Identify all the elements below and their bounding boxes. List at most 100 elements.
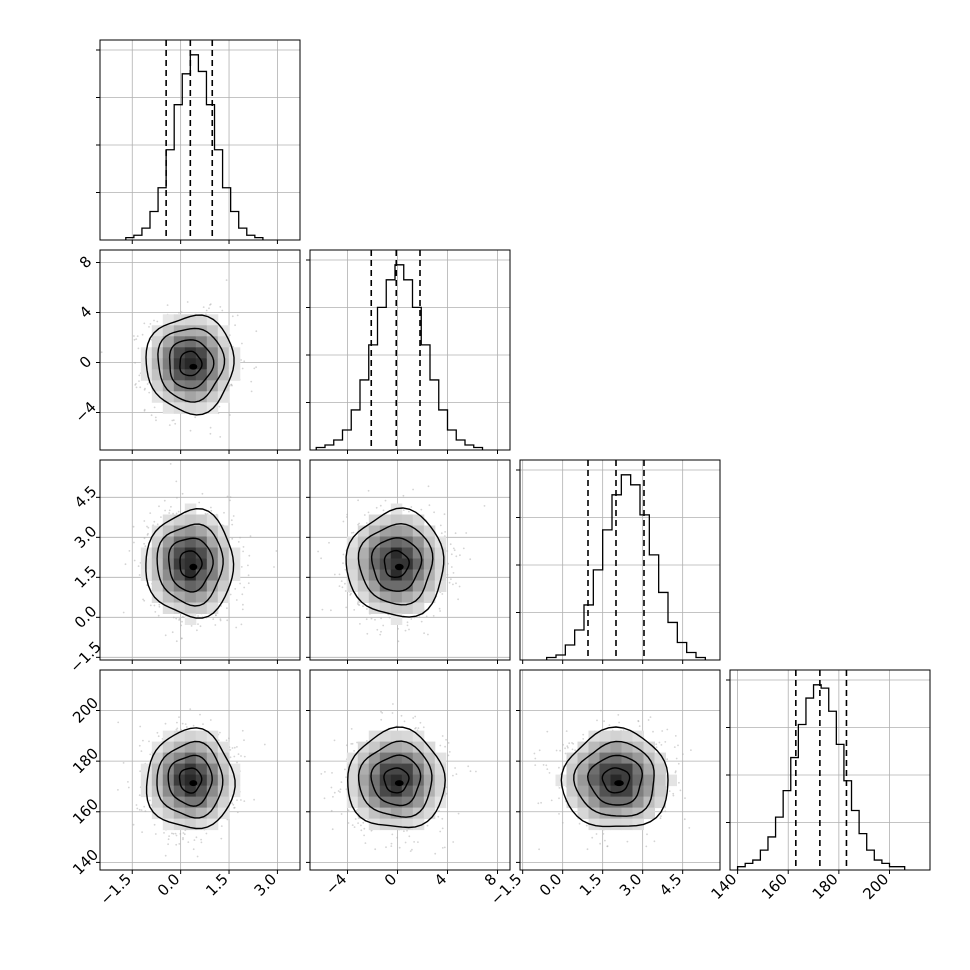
scatter-point <box>400 714 403 717</box>
density-cell <box>184 347 197 359</box>
density-cell <box>412 785 425 798</box>
scatter-point <box>225 279 228 281</box>
scatter-point <box>141 831 144 833</box>
density-cell <box>423 536 436 548</box>
scatter-point <box>240 359 243 361</box>
scatter-point <box>367 818 370 821</box>
density-cell <box>151 796 164 809</box>
density-cell <box>401 514 414 526</box>
scatter-point <box>176 721 178 724</box>
density-cell <box>423 774 436 787</box>
scatter-point <box>412 717 415 719</box>
scatter-point <box>168 835 171 837</box>
density-cell <box>151 741 164 754</box>
density-cell <box>368 602 381 614</box>
scatter-point <box>379 504 382 507</box>
scatter-point <box>330 609 332 612</box>
scatter-point <box>219 618 222 621</box>
scatter-point <box>406 829 408 832</box>
contour-line <box>345 507 445 618</box>
scatter-point <box>153 823 156 826</box>
density-cell <box>412 796 425 809</box>
scatter-point <box>450 553 453 556</box>
scatter-point <box>192 848 195 851</box>
density-cell <box>412 514 425 526</box>
scatter-point <box>146 383 149 385</box>
density-cell <box>140 763 153 776</box>
scatter-point <box>333 739 336 742</box>
density-cell <box>379 514 392 526</box>
contour-line <box>370 754 422 807</box>
density-cell <box>368 741 381 754</box>
density-cell <box>390 774 403 787</box>
scatter-point <box>410 618 413 620</box>
scatter-point <box>250 380 253 383</box>
scatter-point <box>138 744 141 747</box>
scatter-point <box>439 610 441 612</box>
scatter-point <box>439 744 442 747</box>
scatter-point <box>351 742 354 745</box>
scatter-point <box>156 320 159 323</box>
density-cell <box>401 785 414 798</box>
density-cell <box>434 752 447 765</box>
scatter-point <box>223 511 225 514</box>
density-cell <box>173 602 186 614</box>
scatter-point <box>153 406 156 409</box>
density-cell <box>173 547 186 559</box>
scatter-point <box>331 772 333 774</box>
scatter-point <box>128 550 131 552</box>
density-cell <box>184 325 197 337</box>
scatter-point <box>171 419 174 422</box>
scatter-point <box>357 822 359 824</box>
scatter-point <box>235 599 238 601</box>
scatter-point <box>182 832 185 834</box>
scatter-point <box>339 791 341 793</box>
scatter-point <box>247 574 250 577</box>
scatter-point <box>417 841 419 843</box>
scatter-point <box>418 616 421 619</box>
density-cell <box>184 580 197 592</box>
scatter-point <box>469 558 472 561</box>
scatter-point <box>232 345 234 348</box>
density-cell <box>390 796 403 809</box>
density-cell <box>379 602 392 614</box>
density-cell <box>195 525 208 537</box>
scatter-point <box>225 739 228 742</box>
scatter-point <box>175 480 178 483</box>
density-cell <box>423 591 436 603</box>
scatter-point <box>220 837 223 840</box>
scatter-point <box>138 574 141 576</box>
scatter-point <box>140 750 143 752</box>
scatter-point <box>364 842 367 844</box>
density-cell <box>401 763 414 776</box>
contour-line <box>167 754 213 807</box>
scatter-point <box>171 631 174 634</box>
scatter-point <box>458 585 461 588</box>
density-cell <box>228 763 241 776</box>
scatter-point <box>138 794 141 797</box>
density-cell <box>162 569 175 581</box>
scatter-point <box>447 742 450 744</box>
scatter-point <box>452 583 454 586</box>
scatter-point <box>202 306 205 308</box>
scatter-point <box>134 384 137 386</box>
scatter-point <box>221 309 224 312</box>
panel-frame <box>519 459 721 661</box>
histogram-panel-1 <box>306 249 511 451</box>
panel-content <box>100 670 300 870</box>
density-cell <box>206 796 219 809</box>
scatter-point <box>459 554 461 557</box>
scatter-panel-3-0 <box>99 669 301 871</box>
density-cell <box>184 547 197 559</box>
histogram-step <box>315 264 484 450</box>
density-cell <box>357 525 370 537</box>
density-cell <box>357 591 370 603</box>
scatter-point <box>412 488 414 491</box>
density-cell <box>184 402 197 414</box>
scatter-point <box>164 509 167 512</box>
scatter-point <box>153 319 155 322</box>
density-cell <box>162 741 175 754</box>
density-cell <box>217 369 230 381</box>
density-cell <box>217 591 230 603</box>
